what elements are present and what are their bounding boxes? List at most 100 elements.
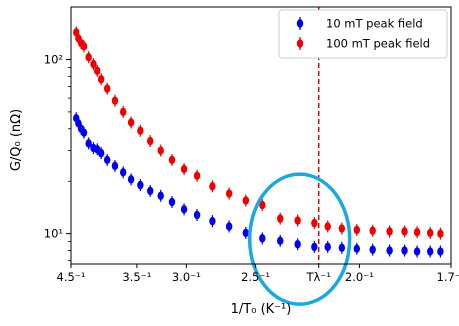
data-point: [401, 244, 408, 257]
point-marker: [97, 148, 105, 158]
point-marker: [137, 126, 144, 135]
data-point: [324, 220, 331, 233]
point-marker: [180, 205, 188, 214]
data-point: [386, 244, 393, 257]
data-point: [157, 189, 164, 202]
legend-label-100mT: 100 mT peak field: [326, 37, 430, 51]
point-marker: [311, 242, 318, 252]
series-10mT: [73, 112, 444, 258]
x-tick-label: 2.0⁻¹: [345, 270, 374, 284]
point-marker: [111, 161, 119, 171]
data-point: [157, 144, 164, 157]
plot-frame: [70, 6, 452, 265]
data-point: [127, 116, 135, 129]
point-marker: [259, 200, 266, 210]
data-point: [193, 169, 201, 182]
data-point: [119, 105, 127, 118]
data-point: [90, 58, 97, 71]
legend-blue-marker: [296, 19, 304, 28]
data-point: [85, 51, 92, 64]
point-marker: [209, 182, 216, 191]
data-point: [225, 187, 233, 200]
point-marker: [80, 42, 88, 51]
point-marker: [324, 222, 331, 231]
point-marker: [127, 175, 135, 184]
point-marker: [90, 59, 97, 69]
data-point: [437, 245, 444, 258]
point-marker: [437, 247, 444, 256]
data-point: [277, 212, 284, 225]
data-point: [324, 240, 331, 253]
point-marker: [119, 168, 127, 177]
data-point: [311, 217, 318, 230]
data-point: [103, 82, 111, 95]
x-tick-label: 1.7⁻¹: [437, 270, 459, 284]
data-point: [401, 225, 408, 238]
legend-box: [278, 9, 448, 59]
data-point: [386, 225, 393, 238]
data-point: [80, 126, 88, 139]
legend: 10 mT peak field 100 mT peak field: [278, 9, 448, 59]
data-point: [147, 135, 154, 148]
point-marker: [168, 197, 176, 207]
data-point: [209, 215, 216, 228]
point-marker: [157, 191, 164, 200]
legend-red-marker: [296, 39, 304, 48]
point-marker: [386, 227, 393, 236]
data-point: [369, 224, 376, 237]
y-tick-label: 10²: [44, 52, 63, 66]
point-marker: [168, 155, 176, 165]
point-marker: [426, 228, 434, 238]
point-marker: [103, 155, 111, 165]
data-point: [137, 179, 144, 192]
point-marker: [147, 186, 154, 196]
data-point: [85, 137, 92, 150]
data-point: [338, 222, 346, 235]
point-marker: [338, 224, 346, 233]
data-point: [80, 40, 88, 53]
point-marker: [97, 75, 105, 84]
point-marker: [225, 222, 233, 231]
data-point: [353, 242, 361, 255]
x-tick-label: 3.0⁻¹: [172, 270, 201, 284]
data-point: [127, 173, 135, 186]
data-point: [259, 232, 266, 245]
point-marker: [180, 164, 188, 174]
data-point: [437, 227, 444, 240]
legend-label-10mT: 10 mT peak field: [326, 17, 423, 31]
data-point: [413, 226, 421, 239]
data-point: [426, 226, 434, 239]
point-marker: [413, 227, 421, 237]
y-axis: 10¹ 10²: [44, 52, 71, 262]
point-marker: [401, 246, 408, 255]
point-marker: [277, 236, 284, 246]
data-point: [168, 196, 176, 209]
data-point: [294, 214, 301, 227]
point-marker: [294, 216, 301, 225]
data-point: [353, 224, 361, 237]
point-marker: [426, 247, 434, 256]
point-marker: [369, 245, 376, 254]
data-point: [242, 226, 250, 239]
point-marker: [437, 229, 444, 238]
data-point: [94, 64, 101, 77]
point-marker: [259, 234, 266, 243]
point-marker: [369, 226, 376, 235]
data-point: [369, 243, 376, 256]
data-point: [97, 147, 105, 160]
x-tick-label: 3.5⁻¹: [122, 270, 151, 284]
data-point: [338, 241, 346, 254]
point-marker: [294, 240, 301, 249]
point-marker: [225, 189, 233, 198]
point-marker: [157, 146, 164, 155]
data-point: [259, 199, 266, 212]
point-marker: [401, 227, 408, 236]
data-point: [97, 73, 105, 86]
x-tick-label: 4.5⁻¹: [57, 270, 86, 284]
point-marker: [85, 53, 92, 62]
data-point: [147, 184, 154, 197]
x-axis: 4.5⁻¹ 3.5⁻¹ 3.0⁻¹ 2.5⁻¹ Tλ⁻¹ 2.0⁻¹ 1.7⁻¹: [57, 264, 459, 284]
point-marker: [353, 244, 361, 253]
point-marker: [127, 118, 135, 127]
point-marker: [94, 66, 101, 76]
